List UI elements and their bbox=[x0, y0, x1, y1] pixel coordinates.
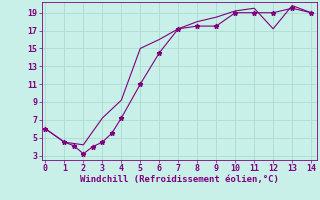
X-axis label: Windchill (Refroidissement éolien,°C): Windchill (Refroidissement éolien,°C) bbox=[80, 175, 279, 184]
